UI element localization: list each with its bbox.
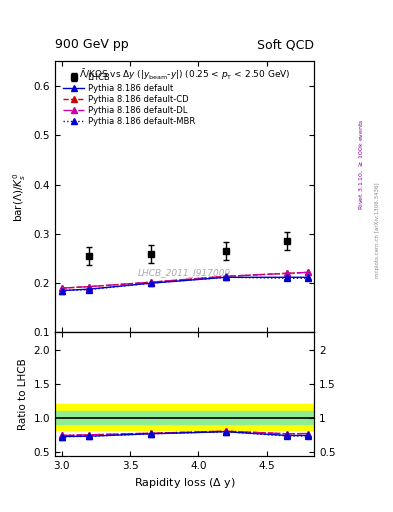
- Y-axis label: Ratio to LHCB: Ratio to LHCB: [18, 358, 28, 430]
- Pythia 8.186 default: [305, 274, 310, 281]
- Pythia 8.186 default-MBR: [59, 288, 64, 294]
- Pythia 8.186 default: [285, 274, 290, 281]
- Pythia 8.186 default-CD: [87, 284, 92, 290]
- Pythia 8.186 default-CD: [305, 269, 310, 275]
- Pythia 8.186 default-CD: [223, 273, 228, 280]
- Text: $\bar{\Lambda}$/KOS vs $\Delta y$ ($|y_{\rm beam}$-$y|$) (0.25 < $p_{\rm T}$ < 2: $\bar{\Lambda}$/KOS vs $\Delta y$ ($|y_{…: [79, 67, 290, 82]
- Pythia 8.186 default-MBR: [148, 280, 153, 286]
- Pythia 8.186 default-MBR: [223, 274, 228, 281]
- Pythia 8.186 default-CD: [148, 279, 153, 285]
- Pythia 8.186 default-CD: [285, 270, 290, 276]
- Y-axis label: bar($\Lambda$)/$K^{0}_{s}$: bar($\Lambda$)/$K^{0}_{s}$: [11, 172, 28, 222]
- Pythia 8.186 default: [59, 288, 64, 294]
- Line: Pythia 8.186 default-CD: Pythia 8.186 default-CD: [59, 270, 310, 291]
- Line: Pythia 8.186 default-DL: Pythia 8.186 default-DL: [59, 270, 310, 291]
- Pythia 8.186 default-MBR: [285, 275, 290, 282]
- X-axis label: Rapidity loss ($\Delta$ y): Rapidity loss ($\Delta$ y): [134, 476, 236, 490]
- Pythia 8.186 default: [148, 280, 153, 286]
- Pythia 8.186 default-MBR: [87, 287, 92, 293]
- Pythia 8.186 default-DL: [148, 279, 153, 285]
- Line: Pythia 8.186 default-MBR: Pythia 8.186 default-MBR: [59, 274, 310, 293]
- Pythia 8.186 default: [87, 286, 92, 292]
- Text: LHCB_2011_I917009: LHCB_2011_I917009: [138, 268, 231, 278]
- Text: Rivet 3.1.10, $\geq$ 100k events: Rivet 3.1.10, $\geq$ 100k events: [358, 118, 365, 210]
- Pythia 8.186 default-MBR: [305, 275, 310, 282]
- Pythia 8.186 default-DL: [285, 270, 290, 276]
- Line: Pythia 8.186 default: Pythia 8.186 default: [59, 274, 310, 293]
- Legend: LHCB, Pythia 8.186 default, Pythia 8.186 default-CD, Pythia 8.186 default-DL, Py: LHCB, Pythia 8.186 default, Pythia 8.186…: [62, 71, 196, 127]
- Text: Soft QCD: Soft QCD: [257, 38, 314, 51]
- Pythia 8.186 default-DL: [305, 269, 310, 275]
- Pythia 8.186 default-DL: [223, 273, 228, 280]
- Pythia 8.186 default: [223, 274, 228, 281]
- Pythia 8.186 default-DL: [59, 285, 64, 291]
- Pythia 8.186 default-DL: [87, 284, 92, 290]
- Pythia 8.186 default-CD: [59, 285, 64, 291]
- Text: mcplots.cern.ch [arXiv:1306.3436]: mcplots.cern.ch [arXiv:1306.3436]: [375, 183, 380, 278]
- Text: 900 GeV pp: 900 GeV pp: [55, 38, 129, 51]
